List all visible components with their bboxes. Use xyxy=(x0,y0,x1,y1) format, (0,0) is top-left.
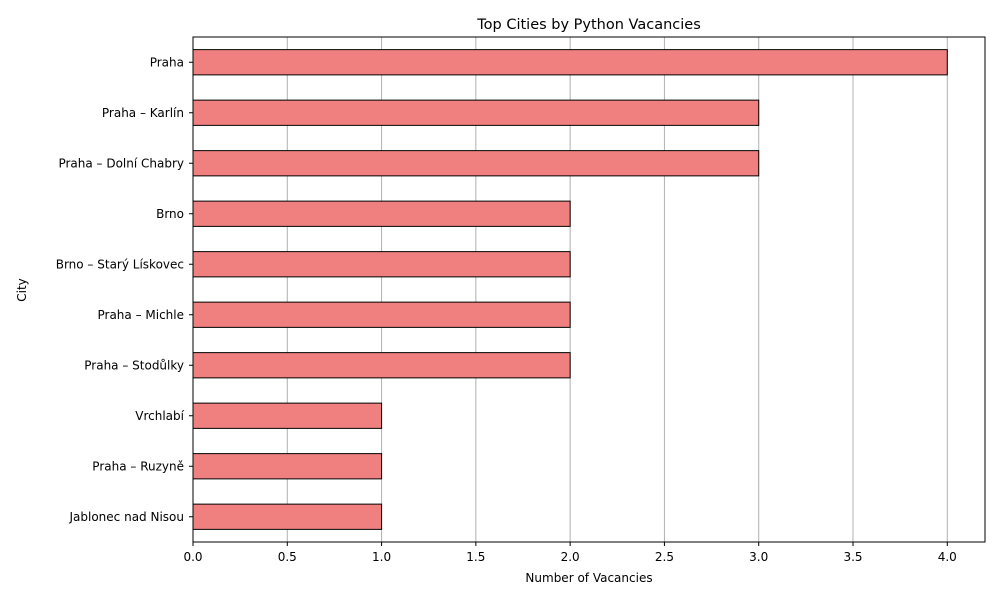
y-tick-label: Praha – Ruzyně xyxy=(92,459,184,473)
bar xyxy=(192,251,571,278)
bar xyxy=(192,503,383,530)
x-tick-label: 0.0 xyxy=(183,550,202,564)
x-axis-title: Number of Vacancies xyxy=(525,571,652,585)
y-tick-label: Praha xyxy=(150,55,184,69)
bar xyxy=(192,150,760,177)
y-tick-label: Praha – Michle xyxy=(97,308,184,322)
x-tick-label: 1.5 xyxy=(466,550,485,564)
bar xyxy=(192,301,571,328)
y-tick-label: Praha – Dolní Chabry xyxy=(58,156,184,170)
bar xyxy=(192,49,948,76)
y-tick-label: Praha – Stodůlky xyxy=(84,358,184,372)
x-tick-label: 2.0 xyxy=(561,550,580,564)
y-axis-ticks: Praha Praha – Karlín Praha – Dolní Chabry B… xyxy=(56,55,193,524)
x-tick-label: 3.5 xyxy=(843,550,862,564)
bars xyxy=(192,49,948,530)
x-axis-ticks: 0.0 0.5 1.0 1.5 2.0 2.5 3.0 3.5 4.0 xyxy=(183,542,957,564)
y-tick-label: Praha – Karlín xyxy=(102,106,184,120)
x-tick-label: 1.0 xyxy=(372,550,391,564)
bar xyxy=(192,453,383,480)
x-tick-label: 4.0 xyxy=(938,550,957,564)
x-tick-label: 3.0 xyxy=(749,550,768,564)
y-tick-label: Jablonec nad Nisou xyxy=(69,510,185,524)
x-tick-label: 0.5 xyxy=(278,550,297,564)
bar xyxy=(192,99,760,126)
y-tick-label: Brno xyxy=(156,207,184,221)
bar xyxy=(192,402,383,429)
bar xyxy=(192,200,571,227)
plot-frame xyxy=(192,36,986,543)
y-axis-title: City xyxy=(15,278,29,302)
y-tick-label: Brno – Starý Lískovec xyxy=(56,257,184,271)
chart-title: Top Cities by Python Vacancies xyxy=(476,17,701,33)
x-tick-label: 2.5 xyxy=(655,550,674,564)
bar xyxy=(192,352,571,379)
y-tick-label: Vrchlabí xyxy=(135,409,184,423)
